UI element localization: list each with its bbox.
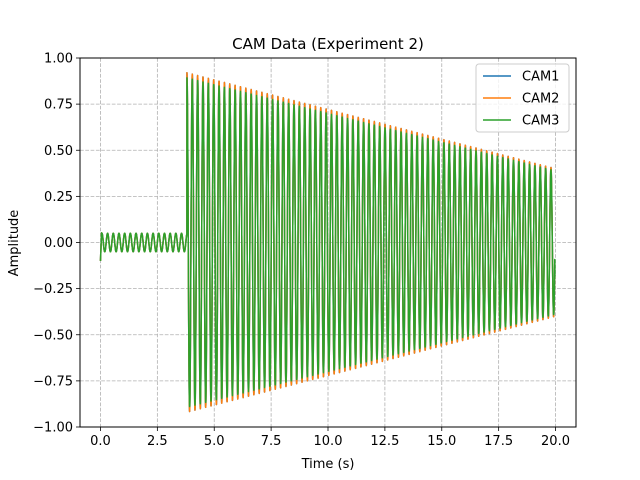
- x-tick-label: 7.5: [261, 434, 282, 449]
- y-axis-label: Amplitude: [7, 210, 22, 277]
- series-line-cam3: [99, 77, 557, 408]
- legend-label: CAM3: [522, 114, 559, 129]
- x-tick-label: 2.5: [147, 434, 168, 449]
- x-axis-label: Time (s): [301, 457, 355, 472]
- y-tick-label: −0.50: [33, 328, 73, 343]
- y-tick-label: 1.00: [44, 52, 73, 67]
- series-layer: [99, 72, 557, 413]
- legend-label: CAM2: [522, 92, 559, 107]
- y-tick-label: −0.75: [33, 374, 73, 389]
- x-tick-label: 12.5: [370, 434, 399, 449]
- x-tick-label: 20.0: [541, 434, 570, 449]
- x-axis: 0.0 2.5 5.0 7.5 10.0 12.5 15.0 17.5 20.0: [90, 427, 570, 449]
- legend-label: CAM1: [522, 70, 559, 85]
- y-tick-label: −1.00: [33, 421, 73, 436]
- legend-box: [475, 63, 570, 133]
- y-tick-label: 0.75: [44, 98, 73, 113]
- x-tick-label: 10.0: [314, 434, 343, 449]
- y-tick-label: 0.00: [44, 236, 73, 251]
- x-tick-label: 5.0: [204, 434, 225, 449]
- y-tick-label: 0.50: [44, 144, 73, 159]
- legend: CAM1 CAM2 CAM3: [475, 63, 570, 133]
- y-tick-label: 0.25: [44, 190, 73, 205]
- chart-title: CAM Data (Experiment 2): [232, 35, 424, 53]
- x-tick-label: 17.5: [484, 434, 513, 449]
- x-tick-label: 0.0: [90, 434, 111, 449]
- y-tick-label: −0.25: [33, 282, 73, 297]
- y-axis: −1.00 −0.75 −0.50 −0.25 0.00 0.25 0.50 0.75 1.00: [33, 52, 80, 436]
- x-tick-label: 15.0: [427, 434, 456, 449]
